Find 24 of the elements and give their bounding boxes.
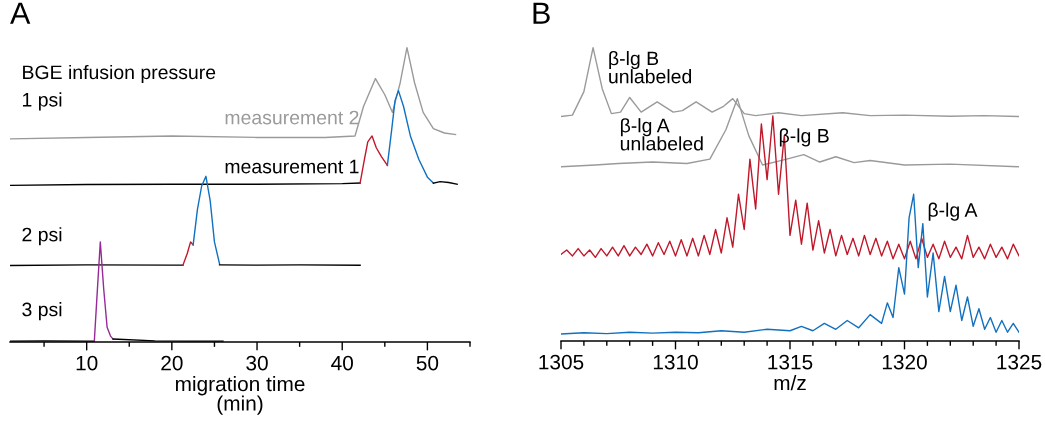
annotation: β-lg B [779,128,829,147]
annotation: 3 psi [22,302,62,321]
annotation: measurement 1 [225,159,359,174]
x-tick-label: 1320 [882,354,927,370]
x-tick-label: 1315 [768,354,813,370]
x-axis-title: m/z [774,375,806,391]
x-tick-label: 20 [161,355,183,371]
annotation: 1 psi [22,92,62,111]
annotation: 2 psi [22,227,62,246]
x-tick-label: 10 [76,355,98,371]
x-tick-label: 1305 [539,354,584,370]
annotation: β-lg B unlabeled [609,50,692,84]
x-axis-title: migration time (min) [175,376,305,415]
chart-title: A [10,2,31,24]
annotation: measurement 2 [225,110,359,125]
x-tick-label: 40 [331,355,353,371]
chart-title: B [533,2,550,24]
x-tick-label: 30 [246,355,268,371]
x-tick-label: 1310 [653,354,698,370]
x-tick-label: 50 [416,355,439,371]
annotation: BGE infusion pressure [23,64,216,84]
annotation: β-lg A unlabeled [620,118,703,151]
x-tick-label: 1325 [997,354,1042,370]
annotation: β-lg A [928,202,978,221]
